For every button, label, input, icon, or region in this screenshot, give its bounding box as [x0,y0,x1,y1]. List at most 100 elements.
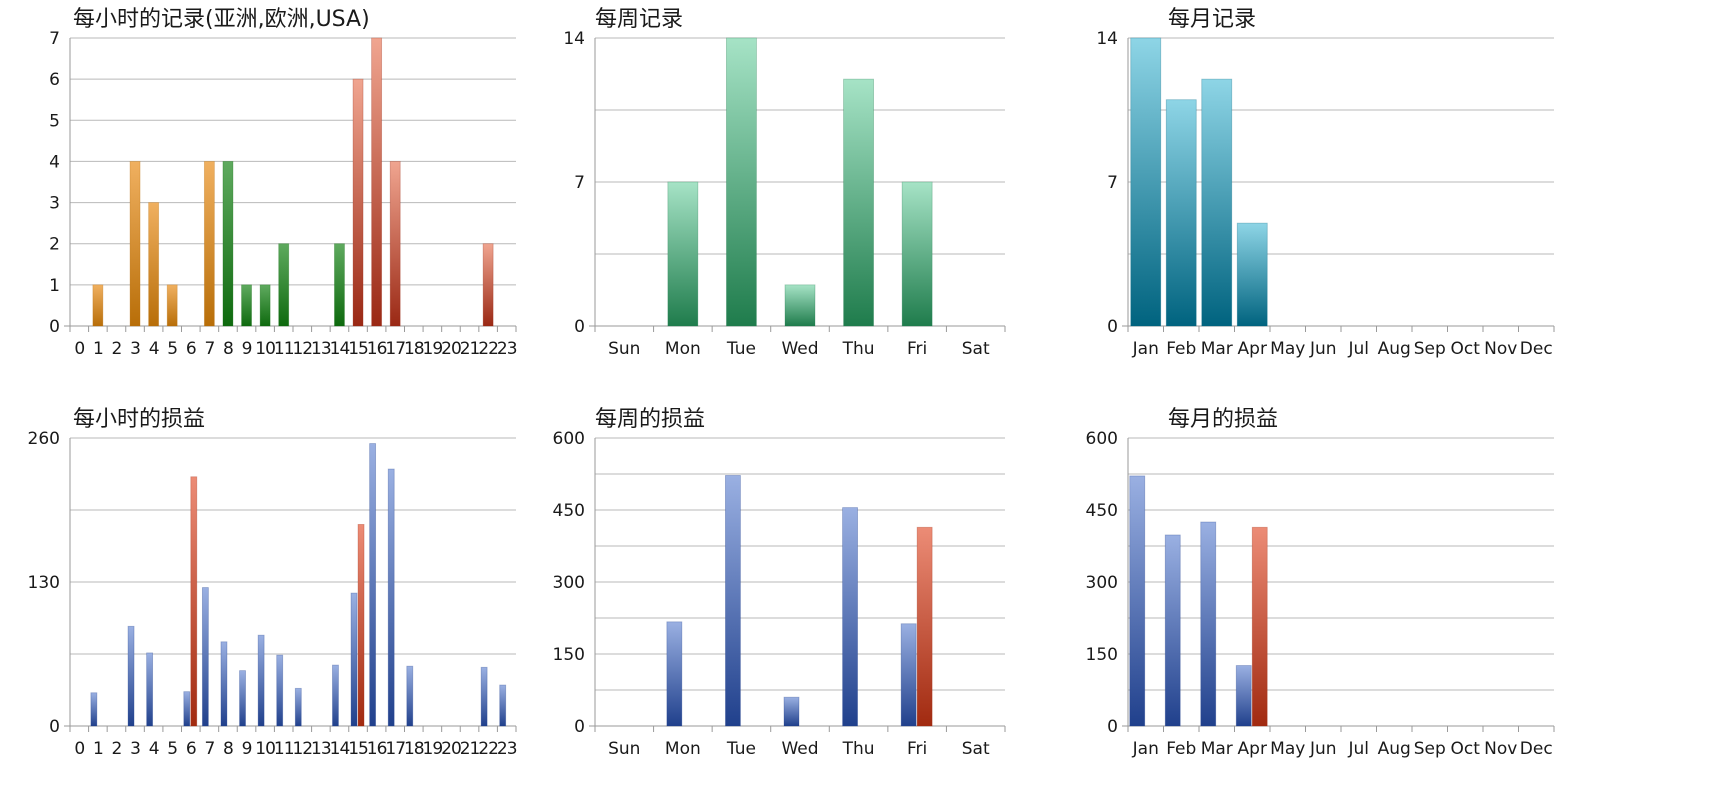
x-tick-label: 15 [348,339,368,359]
bar-Apr [1236,222,1268,327]
bar-9-s0 [239,670,246,727]
bar-11-s0 [276,654,284,727]
x-tick-label: Jun [1309,339,1337,359]
y-tick-label: 600 [1086,429,1118,449]
x-tick-label: 0 [74,339,84,359]
x-tick-label: Dec [1520,339,1553,359]
x-tick-label: 14 [330,739,350,759]
x-tick-label: 6 [186,739,196,759]
x-tick-label: 3 [130,339,140,359]
bar-8 [222,161,234,327]
bar-3 [129,161,141,327]
bar-4-s0 [146,652,154,727]
x-tick-label: 1 [93,339,103,359]
x-tick-label: Aug [1378,739,1411,759]
bar-Mon [667,181,699,327]
x-tick-label: May [1270,739,1305,759]
x-tick-label: Jul [1347,739,1369,759]
x-tick-label: Mon [665,339,701,359]
x-tick-label: Jun [1309,739,1337,759]
bar-22-s0 [480,666,488,727]
x-tick-label: Sun [608,739,640,759]
x-tick-label: Wed [781,739,818,759]
bar-Wed [784,284,816,327]
bar-15 [352,78,364,327]
y-tick-label: 14 [1096,29,1118,49]
x-tick-label: Oct [1451,739,1481,759]
x-tick-label: 4 [149,339,159,359]
weekly-profit-chart: 每周的损益 0 150 300 450 600 Sun Mon Tue Wed Thu Fri Sat [553,407,1006,759]
y-tick-label: 14 [563,29,585,49]
y-tick-label: 300 [553,573,585,593]
y-tick-label: 7 [574,173,585,193]
x-tick-label: Sat [962,739,990,759]
x-tick-label: 19 [423,739,443,759]
bar-22 [482,243,494,327]
panel-hourly-records: 每小时的记录(亚洲,欧洲,USA) 0 1 2 3 4 5 6 7 0 1 2 3 4 5 6 7 8 9 10 11 1… [0,0,573,400]
bar-10 [259,284,271,327]
bar-16-s0 [369,443,377,727]
bar-17 [389,161,401,327]
panel-weekly-profit: 每周的损益 0 150 300 450 600 Sun Mon Tue Wed Thu Fri Sat [553,400,1146,800]
y-tick-label: 0 [574,317,585,337]
chart-title: 每小时的损益 [73,407,205,432]
bar-15-s1 [357,524,365,727]
bar-1 [92,284,104,327]
x-tick-label: Nov [1484,339,1517,359]
bar-10-s0 [257,634,265,727]
x-tick-label: Fri [907,339,927,359]
x-tick-label: 20 [441,339,461,359]
x-tick-label: 9 [242,339,252,359]
x-tick-label: May [1270,339,1305,359]
x-tick-label: 4 [149,739,159,759]
y-tick-label: 1 [49,276,60,296]
x-tick-label: 13 [311,739,331,759]
x-tick-label: 1 [93,739,103,759]
bar-Feb-s0 [1164,534,1181,727]
x-tick-label: 22 [478,739,498,759]
x-tick-label: 8 [223,339,233,359]
x-tick-label: 14 [330,339,350,359]
y-tick-label: 5 [49,111,60,131]
monthly-profit-chart: 每月的损益 0 150 300 450 600 Jan Feb Mar Apr May Jun Jul A… [1086,407,1555,759]
x-tick-label: 5 [167,339,177,359]
y-tick-label: 3 [49,194,60,214]
bar-Fri-s0 [900,623,917,727]
x-tick-label: 23 [497,339,517,359]
bar-Mar-s0 [1200,521,1217,727]
x-tick-label: 22 [478,339,498,359]
x-tick-label: 13 [311,339,331,359]
bar-11 [278,243,290,327]
x-tick-label: 18 [404,339,424,359]
x-tick-label: 7 [204,339,214,359]
y-tick-label: 450 [553,501,585,521]
x-tick-label: 10 [255,739,275,759]
y-tick-label: 6 [49,70,60,90]
bar-4 [148,202,160,327]
x-tick-label: 18 [404,739,424,759]
x-tick-label: Oct [1451,339,1481,359]
bar-7 [203,161,215,327]
x-tick-label: Aug [1378,339,1411,359]
x-tick-label: 16 [367,339,387,359]
panel-weekly-records: 每周记录 0 7 14 Sun Mon Tue Wed Thu Fri Sat [563,0,1146,400]
x-tick-label: Thu [842,739,875,759]
x-tick-label: Apr [1238,339,1267,359]
x-tick-label: 23 [497,739,517,759]
chart-title: 每周的损益 [595,407,705,432]
x-tick-label: Apr [1238,739,1267,759]
bar-1-s0 [90,692,98,727]
x-tick-label: 19 [423,339,443,359]
bar-18-s0 [406,665,414,727]
x-tick-label: 17 [385,339,405,359]
x-tick-label: Nov [1484,739,1517,759]
x-tick-label: 12 [292,339,312,359]
x-tick-label: 11 [274,339,294,359]
y-tick-label: 4 [49,152,60,172]
monthly-records-chart: 每月记录 0 7 14 Jan Feb Mar Apr May Jun Jul Aug Sep Oct No… [1096,7,1555,359]
bar-6-s1 [190,476,198,727]
y-tick-label: 600 [553,429,585,449]
bar-Thu-s0 [842,507,858,727]
x-tick-label: 9 [242,739,252,759]
